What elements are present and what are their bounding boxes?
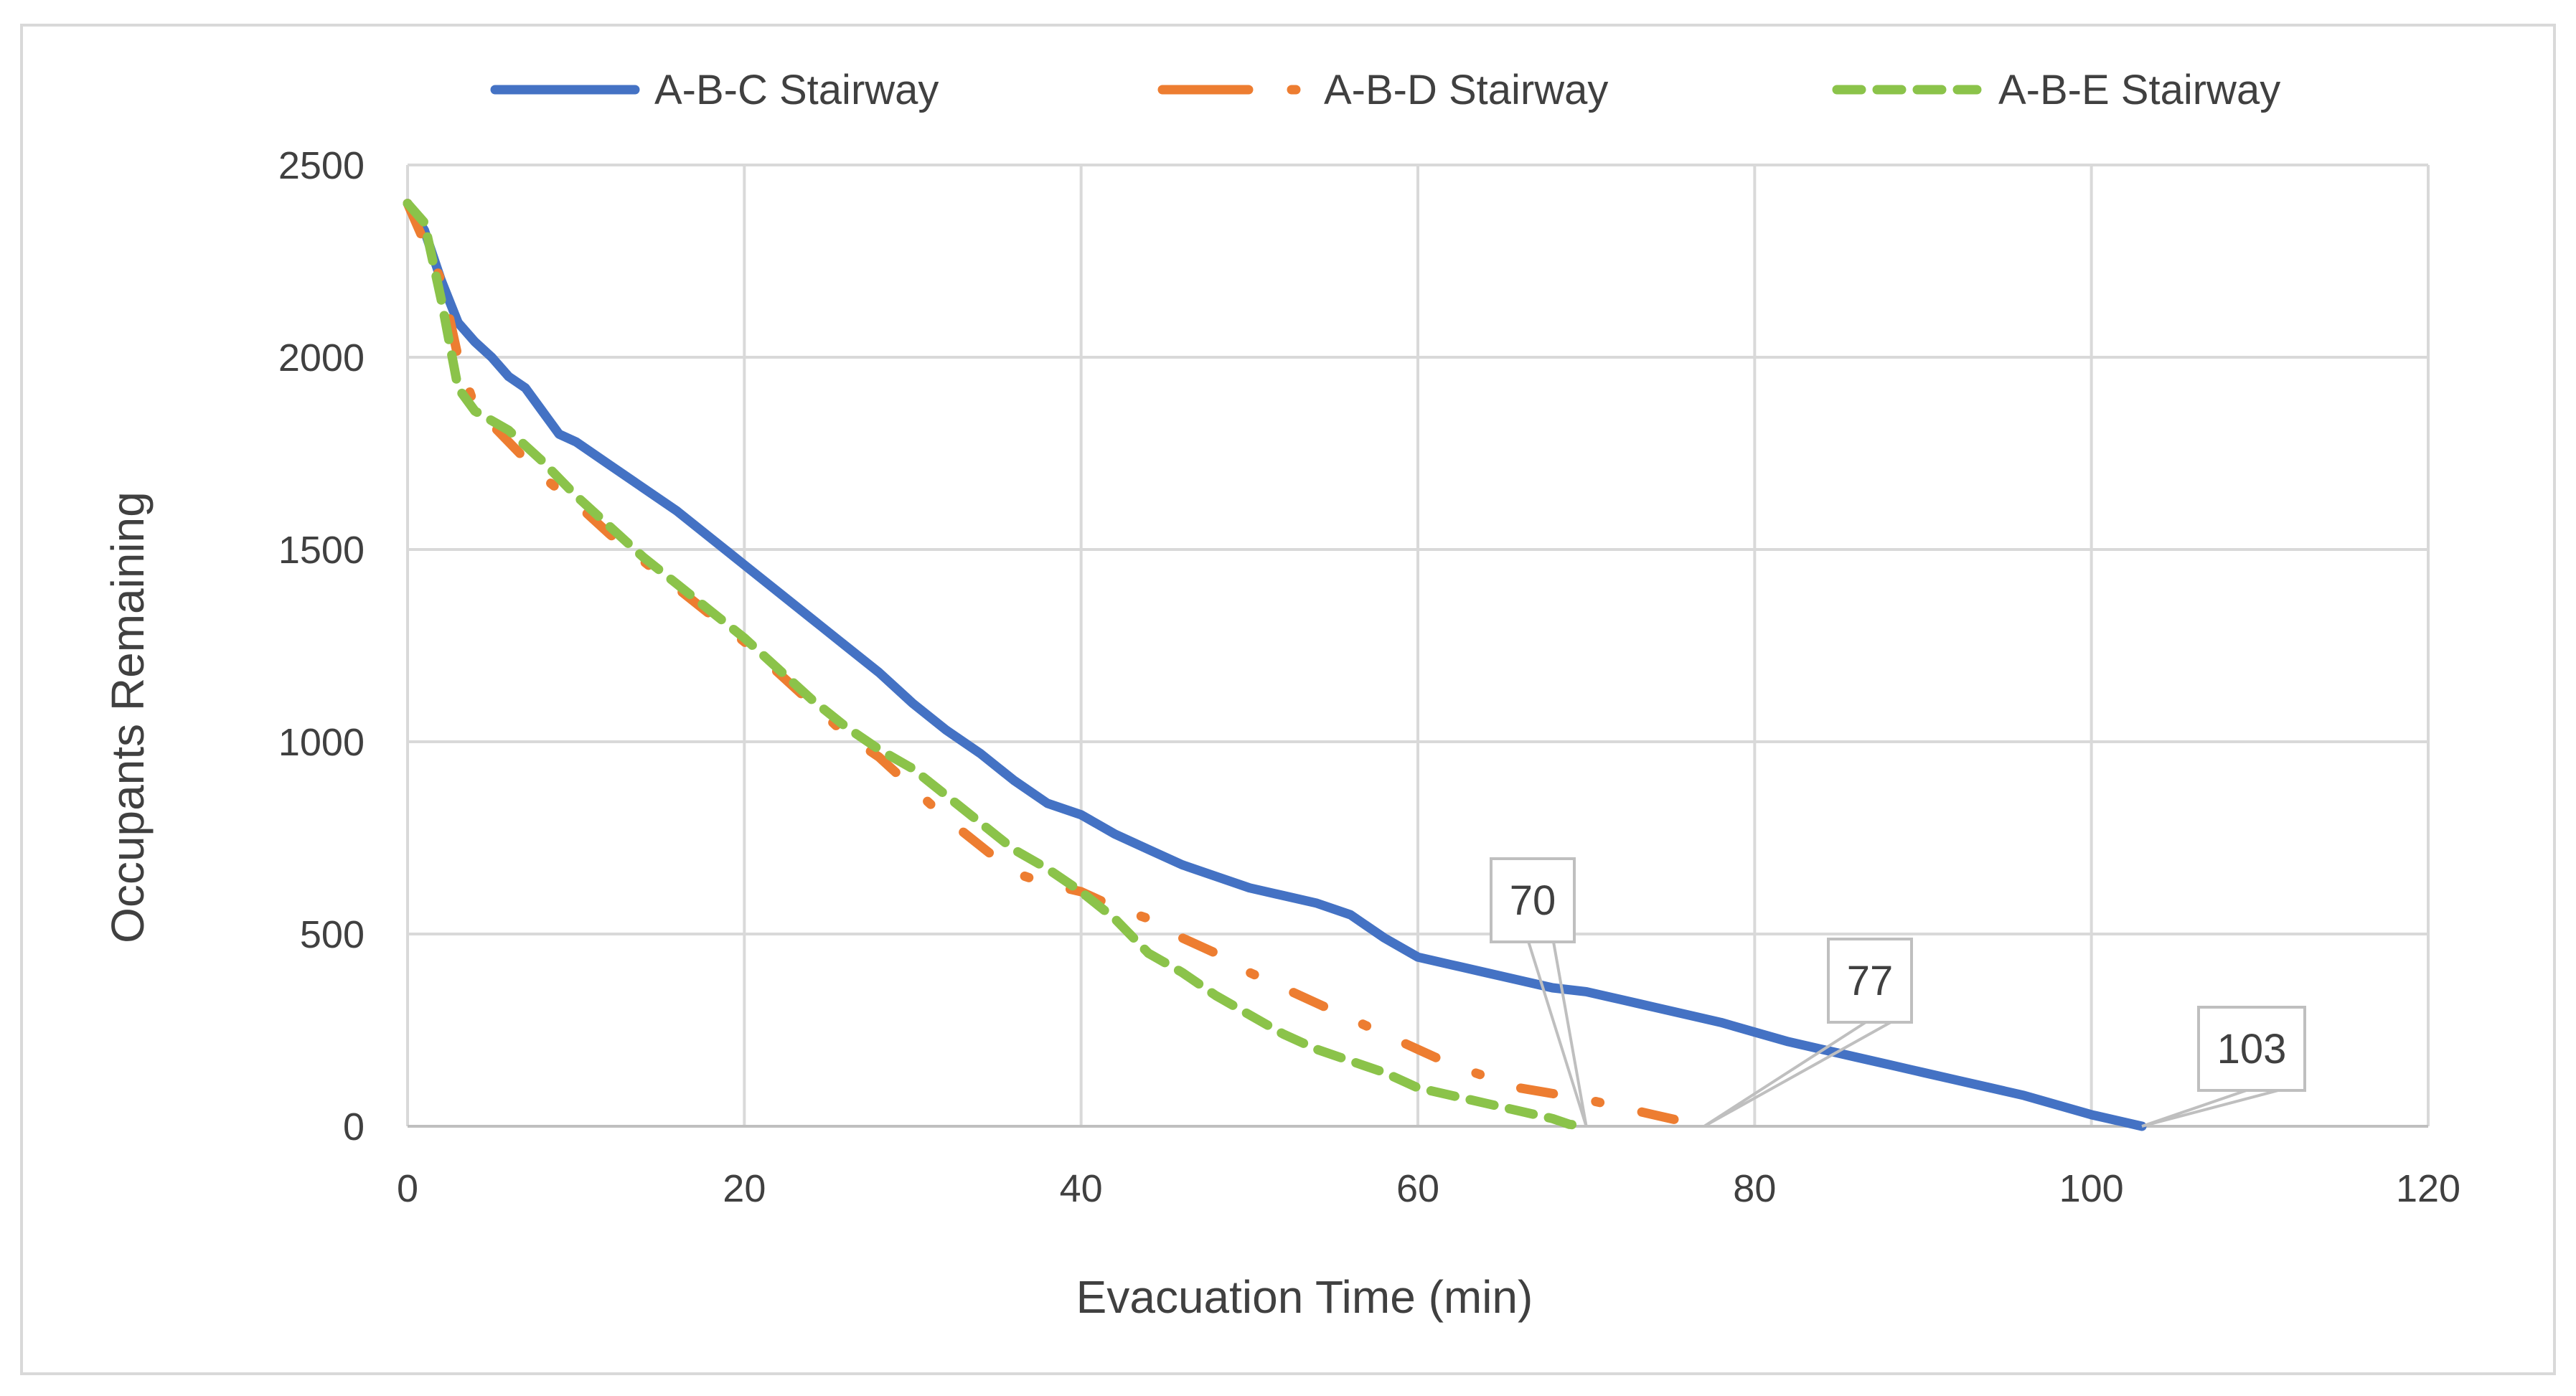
series-layer [403,199,2147,1131]
y-tick-label: 1500 [278,529,365,572]
gridlines [406,164,2430,1128]
x-tick-label: 120 [2396,1167,2460,1210]
series-line-2 [403,199,1709,1131]
x-tick-label: 60 [1396,1167,1439,1210]
legend-label-3: A-B-E Stairway [1998,67,2280,113]
callout-leader [1703,1021,1891,1128]
callout-box [1827,938,1913,1024]
x-axis-title: Evacuation Time (min) [1076,1271,1533,1323]
callout-label: 103 [2217,1026,2287,1072]
x-tick-label: 0 [397,1167,418,1210]
x-tick-label: 20 [723,1167,766,1210]
axes: 0 20 40 60 80 100 120 0 500 1000 1500 2000 2500 [278,144,2460,1210]
y-tick-label: 500 [300,913,365,956]
y-tick-label: 1000 [278,721,365,764]
legend: A-B-C Stairway A-B-D Stairway A-B-E Stairw… [490,67,2280,113]
callout-label: 77 [1847,958,1894,1004]
legend-label-2: A-B-D Stairway [1324,67,1608,113]
y-axis-title: Occupants Remaining [102,491,154,943]
callout-leader [2141,1089,2279,1128]
callout-leader [1527,941,1588,1127]
y-tick-label: 2000 [278,336,365,379]
chart-border [20,24,2556,1375]
callout-box [2197,1006,2306,1092]
annotations: 70 77 103 [1490,857,2306,1128]
series-line-3 [403,199,1592,1131]
x-tick-label: 80 [1733,1167,1776,1210]
x-tick-label: 100 [2059,1167,2124,1210]
y-tick-label: 2500 [278,144,365,187]
legend-label-1: A-B-C Stairway [654,67,939,113]
callout-box [1490,857,1576,943]
series-line-1 [403,199,2147,1131]
callout-label: 70 [1510,877,1556,924]
x-tick-label: 40 [1060,1167,1103,1210]
y-tick-label: 0 [343,1105,365,1149]
